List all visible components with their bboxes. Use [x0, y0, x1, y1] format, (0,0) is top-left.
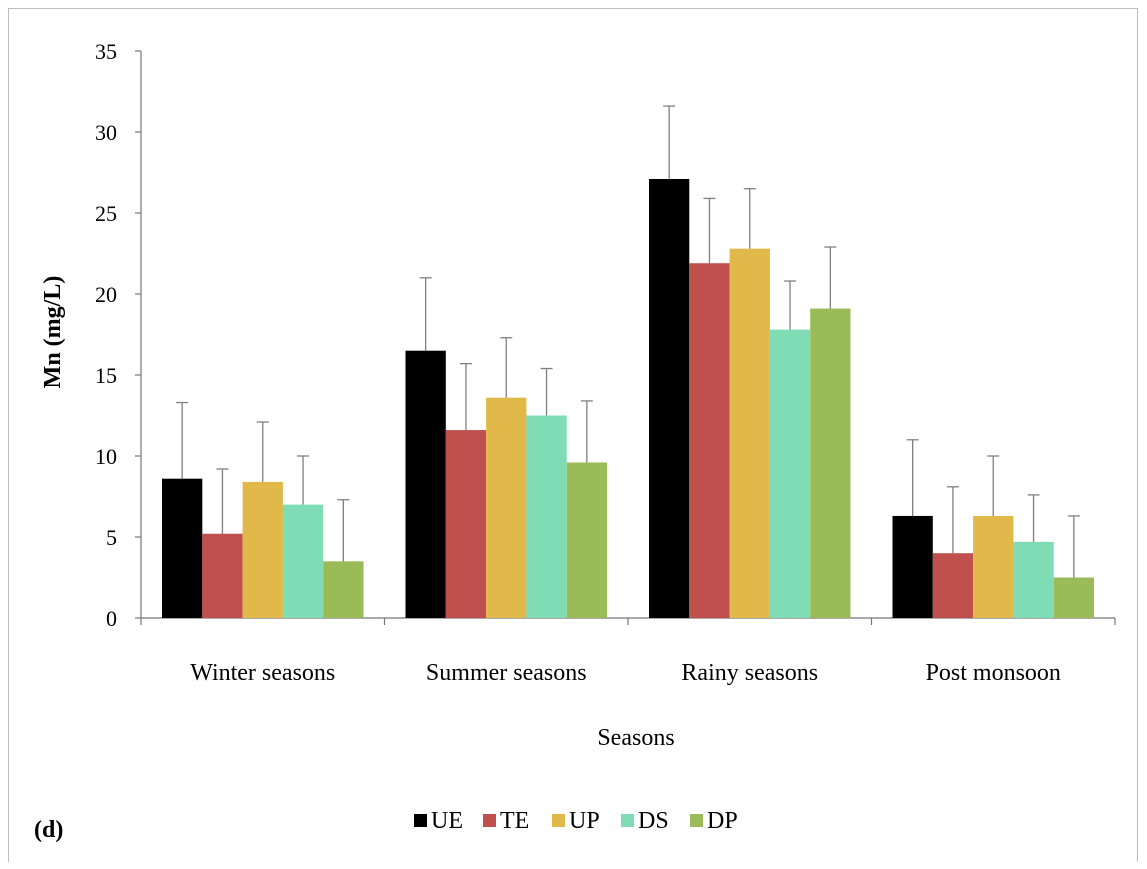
- y-tick-label: 10: [95, 444, 117, 469]
- bar-te: [932, 553, 974, 618]
- bar-ue: [162, 478, 203, 618]
- bar-up: [486, 397, 527, 618]
- y-tick-label: 30: [95, 120, 117, 145]
- y-tick-label: 25: [95, 201, 117, 226]
- bar-te: [689, 263, 730, 618]
- legend-swatch-up: [552, 814, 565, 827]
- category-label: Summer seasons: [426, 660, 587, 686]
- plot-area: 0 5 10 15 20 25 30 35 Winter seasons Summer seaso…: [95, 39, 1116, 686]
- y-tick-label: 20: [95, 282, 117, 307]
- bar-up: [973, 515, 1014, 618]
- y-axis-title: Mn (mg/L): [40, 276, 66, 389]
- category-label: Rainy seasons: [681, 660, 818, 686]
- bar-te: [202, 533, 243, 618]
- bar-ds: [282, 504, 324, 618]
- bar-te: [445, 430, 487, 618]
- bar-ds: [769, 329, 811, 618]
- x-axis-title: Seasons: [597, 725, 674, 751]
- legend: UE TE UP DS DP: [414, 808, 738, 834]
- panel-label: (d): [34, 817, 63, 843]
- y-tick-label: 5: [106, 525, 117, 550]
- bar-dp: [566, 462, 607, 618]
- legend-swatch-ue: [414, 814, 427, 827]
- bar-ue: [405, 350, 446, 618]
- legend-swatch-ds: [621, 814, 634, 827]
- y-tick-label: 0: [106, 606, 117, 631]
- chart-frame: [8, 8, 1138, 862]
- y-tick-label: 35: [95, 39, 117, 64]
- legend-swatch-dp: [690, 814, 703, 827]
- bar-ds: [526, 415, 567, 618]
- legend-label-ds: DS: [638, 808, 669, 834]
- category-label: Post monsoon: [926, 660, 1061, 686]
- legend-swatch-te: [483, 814, 496, 827]
- bar-dp: [810, 308, 851, 618]
- legend-label-dp: DP: [707, 808, 738, 834]
- bar-up: [729, 248, 770, 618]
- bar-up: [242, 481, 283, 618]
- bar-ue: [892, 515, 933, 618]
- legend-label-ue: UE: [431, 808, 463, 834]
- bar-dp: [1053, 577, 1094, 618]
- legend-label-up: UP: [569, 808, 600, 834]
- bar-ue: [649, 178, 690, 619]
- legend-label-te: TE: [500, 808, 529, 834]
- category-label: Winter seasons: [190, 660, 335, 686]
- bar-ds: [1013, 541, 1054, 618]
- y-tick-label: 15: [95, 363, 117, 388]
- bar-dp: [323, 561, 364, 618]
